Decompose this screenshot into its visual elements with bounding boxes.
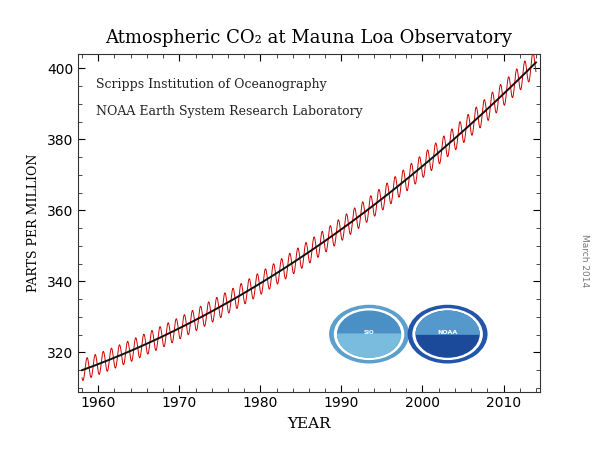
Circle shape [338,311,400,357]
Wedge shape [416,311,479,334]
Title: Atmospheric CO₂ at Mauna Loa Observatory: Atmospheric CO₂ at Mauna Loa Observatory [106,29,512,47]
Circle shape [335,309,404,360]
Text: NOAA Earth System Research Laboratory: NOAA Earth System Research Laboratory [97,105,363,117]
Circle shape [416,311,479,357]
Circle shape [413,309,482,360]
Y-axis label: PARTS PER MILLION: PARTS PER MILLION [27,153,40,292]
Circle shape [409,306,487,363]
Text: NOAA: NOAA [437,330,458,335]
Text: March 2014: March 2014 [581,234,589,288]
Text: Scripps Institution of Oceanography: Scripps Institution of Oceanography [97,77,327,90]
Text: SIO: SIO [364,330,374,335]
X-axis label: YEAR: YEAR [287,417,331,431]
Wedge shape [338,334,400,357]
Circle shape [330,306,409,363]
